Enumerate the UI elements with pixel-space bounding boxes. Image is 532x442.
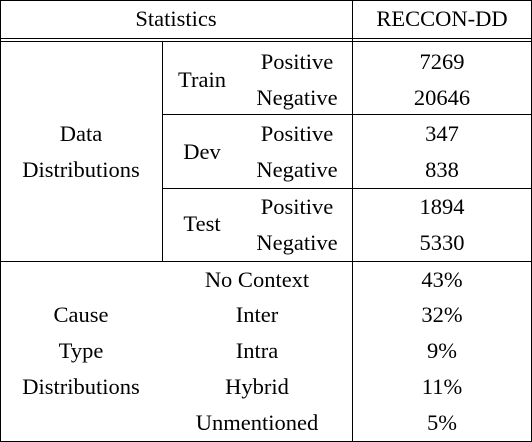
test-negative-label: Negative (256, 229, 338, 255)
rule-dev-test (162, 188, 532, 189)
rule-section-divider (0, 261, 532, 262)
cause-type-label-line2: Type (58, 337, 104, 363)
cause-value-inter: 32% (421, 301, 463, 327)
header-statistics: Statistics (135, 6, 217, 32)
rule-header-bottom-1 (0, 38, 532, 39)
cause-type-hybrid: Hybrid (225, 373, 289, 399)
train-negative-value: 20646 (413, 84, 471, 110)
test-positive-label: Positive (260, 193, 334, 219)
cause-value-unmentioned: 5% (427, 409, 457, 435)
data-distributions-label-line2: Distributions (22, 156, 140, 182)
cause-type-inter: Inter (235, 301, 279, 327)
cause-value-hybrid: 11% (421, 373, 463, 399)
train-positive-value: 7269 (419, 48, 465, 74)
cause-type-unmentioned: Unmentioned (195, 409, 319, 435)
dev-negative-value: 838 (425, 156, 459, 182)
split-name-test: Test (183, 210, 221, 236)
cause-value-intra: 9% (427, 337, 457, 363)
test-negative-value: 5330 (419, 229, 465, 255)
split-name-train: Train (178, 66, 226, 92)
dev-negative-label: Negative (256, 156, 338, 182)
dev-positive-value: 347 (425, 120, 459, 146)
rule-header-bottom-2 (0, 41, 532, 42)
dev-positive-label: Positive (260, 120, 334, 146)
cause-type-label-line1: Cause (53, 301, 109, 327)
split-name-dev: Dev (183, 138, 221, 164)
cause-type-label-line3: Distributions (22, 373, 140, 399)
rule-stats-value-divider (352, 0, 353, 442)
train-positive-label: Positive (260, 48, 334, 74)
cause-type-no-context: No Context (204, 266, 310, 292)
rule-left (0, 0, 1, 442)
cause-type-intra: Intra (235, 337, 279, 363)
train-negative-label: Negative (256, 84, 338, 110)
data-distributions-label-line1: Data (59, 120, 103, 146)
rule-category-split-divider (162, 42, 163, 261)
test-positive-value: 1894 (419, 193, 465, 219)
rule-top (0, 0, 532, 1)
cause-value-no-context: 43% (421, 266, 463, 292)
header-dataset: RECCON-DD (376, 6, 508, 32)
rule-train-dev (162, 114, 532, 115)
